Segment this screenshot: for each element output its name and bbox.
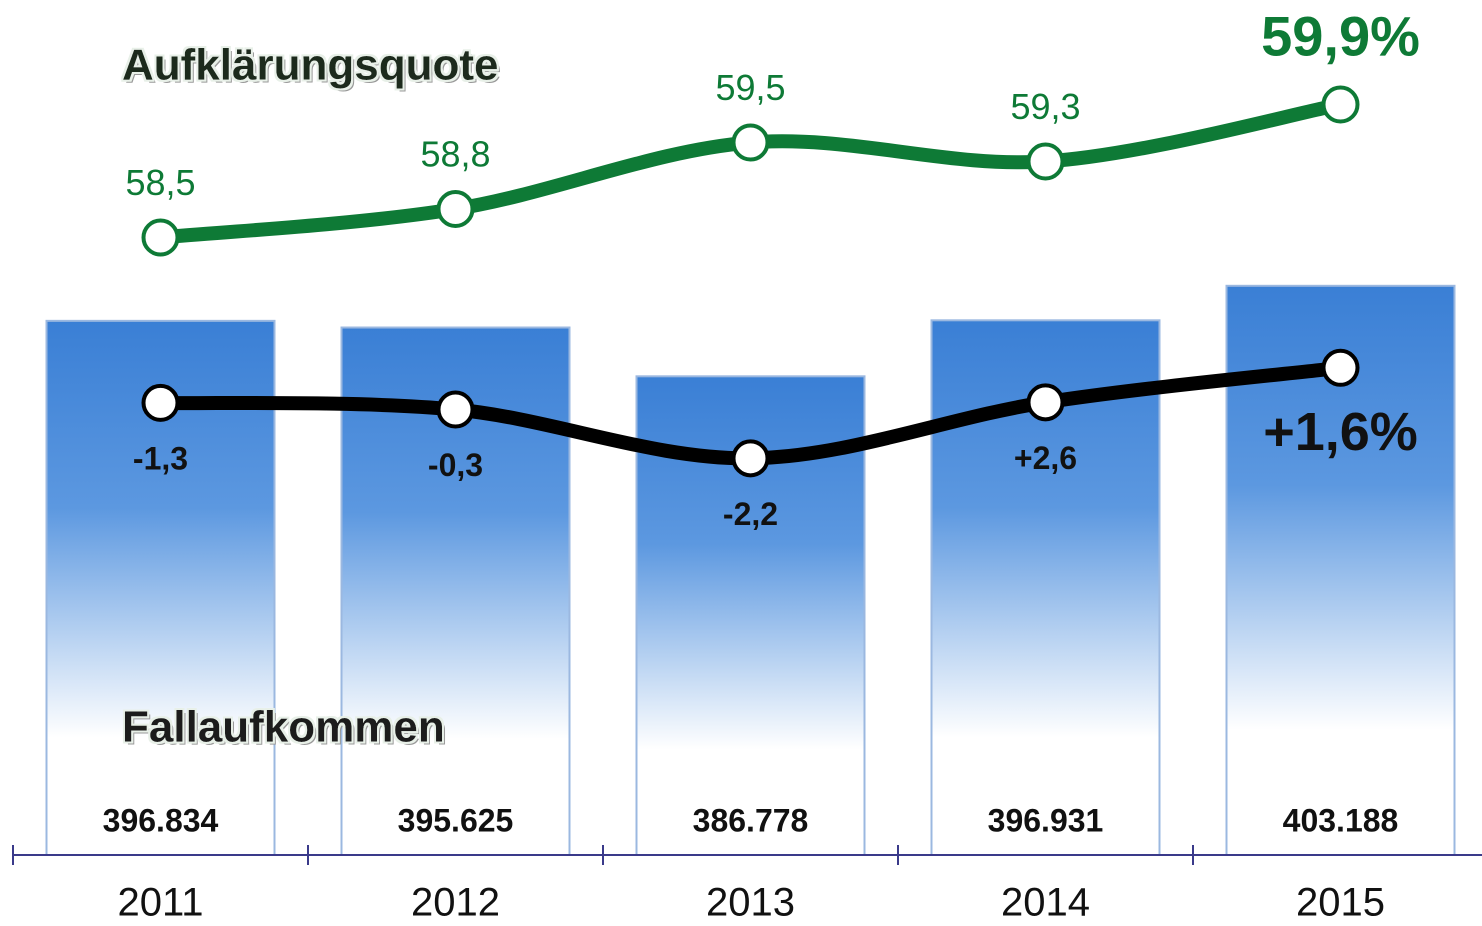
bar-value-label: 396.931 xyxy=(988,802,1104,838)
bar-value-label: 395.625 xyxy=(398,802,514,838)
line-value-label: 58,5 xyxy=(125,162,195,203)
change-label: +2,6 xyxy=(1014,440,1077,476)
line-marker xyxy=(1026,142,1065,181)
x-tick-label: 2014 xyxy=(1001,881,1090,925)
bar-value-label: 386.778 xyxy=(693,802,809,838)
line-value-label: 59,9% xyxy=(1261,4,1420,67)
line-value-label: 59,3 xyxy=(1010,86,1080,127)
line-value-label: 58,8 xyxy=(420,134,490,175)
line-marker xyxy=(731,123,770,162)
bar-value-label: 403.188 xyxy=(1283,802,1399,838)
change-marker xyxy=(1026,383,1065,422)
change-marker xyxy=(141,383,180,422)
change-label: +1,6% xyxy=(1263,402,1418,462)
bar-title: Fallaufkommen xyxy=(122,703,445,752)
line-marker xyxy=(1321,85,1360,124)
change-label: -2,2 xyxy=(723,496,778,532)
x-tick-label: 2013 xyxy=(706,881,795,925)
change-marker xyxy=(731,439,770,478)
bar-value-label: 396.834 xyxy=(103,802,219,838)
change-label: -1,3 xyxy=(133,440,188,476)
x-tick-label: 2011 xyxy=(117,881,203,925)
x-tick-label: 2015 xyxy=(1296,881,1385,925)
line-title: Aufklärungsquote xyxy=(122,41,498,90)
change-marker xyxy=(1321,348,1360,387)
x-tick-label: 2012 xyxy=(411,881,500,925)
change-marker xyxy=(436,390,475,429)
line-value-label: 59,5 xyxy=(715,67,785,108)
line-marker xyxy=(141,218,180,257)
change-label: -0,3 xyxy=(428,447,483,483)
line-marker xyxy=(436,190,475,228)
